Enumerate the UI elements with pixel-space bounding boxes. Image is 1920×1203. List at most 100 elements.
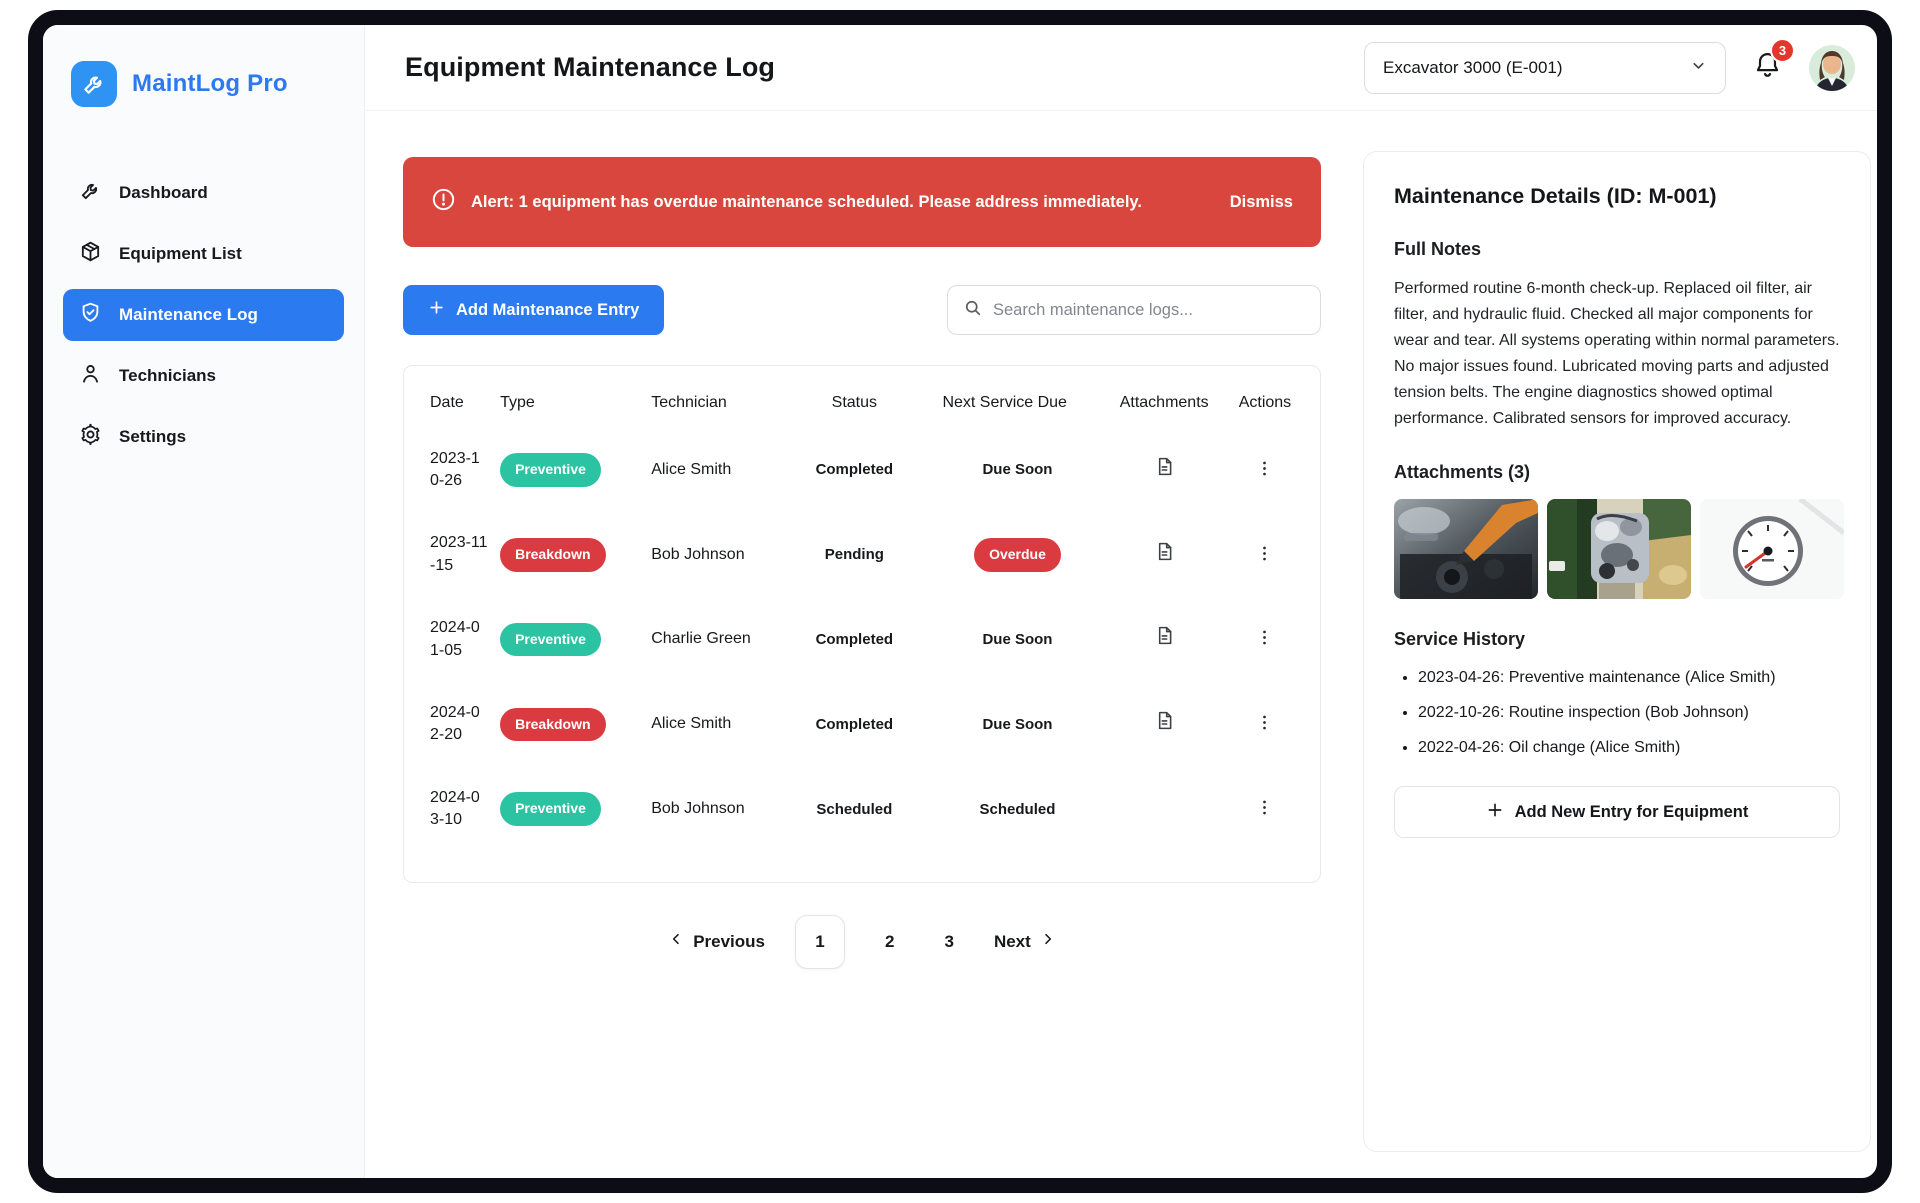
sidebar-item-technicians[interactable]: Technicians [63, 350, 344, 402]
cell-technician: Charlie Green [651, 630, 751, 648]
page-number-1[interactable]: 1 [795, 914, 845, 969]
alert-message: Alert: 1 equipment has overdue maintenan… [471, 192, 1142, 211]
service-history-item: 2023-04-26: Preventive maintenance (Alic… [1418, 666, 1840, 690]
table-header-row: Date Type Technician Status Next Service… [424, 380, 1300, 428]
type-badge: Preventive [500, 622, 601, 657]
sidebar-nav: Dashboard Equipment List Maintenance Log [63, 167, 344, 463]
sidebar-item-maintenance-log[interactable]: Maintenance Log [63, 289, 344, 341]
main-area: Equipment Maintenance Log Excavator 3000… [365, 25, 1877, 1178]
shield-check-icon [79, 301, 102, 329]
row-actions-kebab-button[interactable] [1251, 624, 1278, 654]
maintenance-details-panel: Maintenance Details (ID: M-001) Full Not… [1363, 151, 1871, 1152]
type-badge: Preventive [500, 453, 601, 487]
type-badge: Breakdown [500, 537, 606, 572]
sidebar-item-settings[interactable]: Settings [63, 411, 344, 463]
row-actions-kebab-button[interactable] [1251, 794, 1278, 824]
column-header-next-service: Next Service Due [942, 394, 1067, 411]
sidebar-item-label: Maintenance Log [119, 305, 258, 324]
add-maintenance-entry-button[interactable]: Add Maintenance Entry [403, 285, 665, 335]
sidebar-item-label: Equipment List [119, 244, 242, 263]
sidebar-item-dashboard[interactable]: Dashboard [63, 167, 344, 219]
equipment-selector-value: Excavator 3000 (E-001) [1383, 57, 1563, 77]
service-history-list: 2023-04-26: Preventive maintenance (Alic… [1394, 666, 1840, 760]
log-toolbar: Add Maintenance Entry [403, 285, 1321, 335]
sidebar-item-label: Settings [119, 427, 187, 446]
cell-technician: Alice Smith [651, 460, 732, 478]
add-new-entry-for-equipment-button[interactable]: Add New Entry for Equipment [1394, 786, 1840, 839]
notifications-button[interactable]: 3 [1752, 37, 1795, 86]
sidebar-item-label: Dashboard [119, 183, 208, 202]
cell-date: 2024-02-20 [430, 703, 480, 744]
plus-icon [1486, 801, 1504, 824]
row-actions-kebab-button[interactable] [1251, 709, 1278, 739]
attachment-file-icon[interactable] [1154, 542, 1175, 566]
next-label: Next [993, 931, 1031, 951]
content-area: Alert: 1 equipment has overdue maintenan… [365, 111, 1877, 1178]
wrench-logo-icon [71, 61, 117, 107]
attachment-thumbnail-engine-part[interactable] [1547, 499, 1691, 600]
service-history-item: 2022-04-26: Oil change (Alice Smith) [1418, 736, 1840, 760]
maintenance-table-card: Date Type Technician Status Next Service… [403, 365, 1321, 883]
dismiss-button[interactable]: Dismiss [1229, 192, 1293, 211]
cell-status: Completed [815, 631, 894, 649]
previous-page-button[interactable]: Previous [668, 931, 765, 952]
wrench-icon [79, 179, 102, 207]
app-name: MaintLog Pro [132, 70, 288, 97]
search-input[interactable] [993, 300, 1305, 320]
alert-circle-icon [431, 187, 456, 217]
gear-icon [79, 423, 102, 451]
sidebar: MaintLog Pro Dashboard Equipment List [43, 25, 365, 1178]
type-badge: Breakdown [500, 707, 606, 742]
cell-date: 2024-01-05 [430, 619, 480, 659]
package-icon [79, 240, 102, 268]
next-service-overdue-badge: Overdue [974, 537, 1061, 572]
sidebar-item-equipment-list[interactable]: Equipment List [63, 228, 344, 280]
search-icon [963, 298, 983, 323]
chevron-down-icon [1690, 57, 1707, 79]
attachment-thumbnails [1394, 499, 1844, 600]
cell-no-attachment [1099, 767, 1230, 852]
attachments-heading: Attachments (3) [1394, 462, 1531, 483]
attachment-thumbnail-engine-repair[interactable] [1394, 499, 1538, 600]
row-actions-kebab-button[interactable] [1251, 540, 1278, 570]
table-row[interactable]: 2024-03-10 Preventive Bob Johnson Schedu… [424, 767, 1300, 852]
page-number-3[interactable]: 3 [934, 926, 963, 958]
cell-status: Completed [815, 461, 894, 479]
equipment-selector-dropdown[interactable]: Excavator 3000 (E-001) [1364, 41, 1726, 94]
page-title: Equipment Maintenance Log [405, 52, 776, 82]
cell-status: Scheduled [816, 800, 893, 818]
app-logo: MaintLog Pro [63, 61, 344, 107]
attachment-thumbnail-gauge[interactable] [1700, 499, 1844, 600]
person-icon [79, 362, 102, 390]
full-notes-text: Performed routine 6-month check-up. Repl… [1394, 280, 1840, 428]
full-notes-heading: Full Notes [1394, 239, 1482, 259]
attachment-file-icon[interactable] [1154, 457, 1175, 481]
next-page-button[interactable]: Next [994, 931, 1056, 952]
cell-next-service: Due Soon [982, 461, 1053, 479]
column-header-attachments: Attachments [1119, 394, 1209, 411]
plus-icon [428, 299, 445, 321]
table-row[interactable]: 2024-02-20 Breakdown Alice Smith Complet… [424, 682, 1300, 767]
cell-date: 2023-10-26 [430, 449, 480, 489]
column-header-status: Status [831, 394, 877, 411]
top-bar: Equipment Maintenance Log Excavator 3000… [365, 25, 1877, 111]
notification-count-badge: 3 [1770, 37, 1795, 63]
details-title: Maintenance Details (ID: M-001) [1394, 184, 1717, 208]
cell-date: 2023-11-15 [430, 534, 488, 574]
row-actions-kebab-button[interactable] [1251, 455, 1278, 485]
table-row[interactable]: 2023-10-26 Preventive Alice Smith Comple… [424, 428, 1300, 513]
type-badge: Preventive [500, 792, 601, 826]
table-row[interactable]: 2023-11-15 Breakdown Bob Johnson Pending… [424, 512, 1300, 597]
attachment-file-icon[interactable] [1154, 627, 1175, 650]
user-avatar[interactable] [1809, 44, 1855, 91]
sidebar-item-label: Technicians [119, 366, 216, 385]
service-history-heading: Service History [1394, 629, 1526, 650]
page-number-2[interactable]: 2 [875, 926, 904, 958]
chevron-right-icon [1040, 931, 1056, 952]
cell-technician: Alice Smith [651, 715, 732, 733]
cell-date: 2024-03-10 [430, 788, 480, 829]
table-row[interactable]: 2024-01-05 Preventive Charlie Green Comp… [424, 597, 1300, 682]
maintenance-table: Date Type Technician Status Next Service… [424, 380, 1300, 852]
cell-next-service: Scheduled [979, 800, 1056, 818]
attachment-file-icon[interactable] [1154, 711, 1175, 735]
